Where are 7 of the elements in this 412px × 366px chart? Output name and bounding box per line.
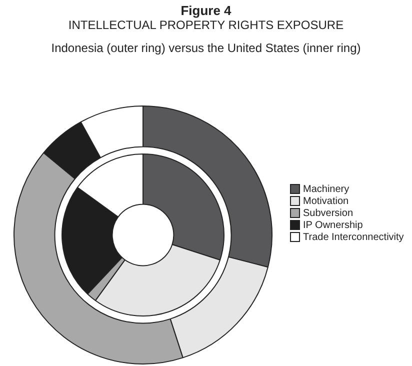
legend-label: IP Ownership	[303, 220, 363, 230]
chart-subtitle: Indonesia (outer ring) versus the United States (inner ring)	[50, 41, 362, 55]
legend-label: Motivation	[303, 196, 349, 206]
legend-label: Subversion	[303, 208, 354, 218]
legend-label: Trade Interconnectivity	[303, 232, 404, 242]
legend-label: Machinery	[303, 184, 350, 194]
chart-title: Figure 4 INTELLECTUAL PROPERTY RIGHTS EXPOSURE	[67, 3, 345, 33]
